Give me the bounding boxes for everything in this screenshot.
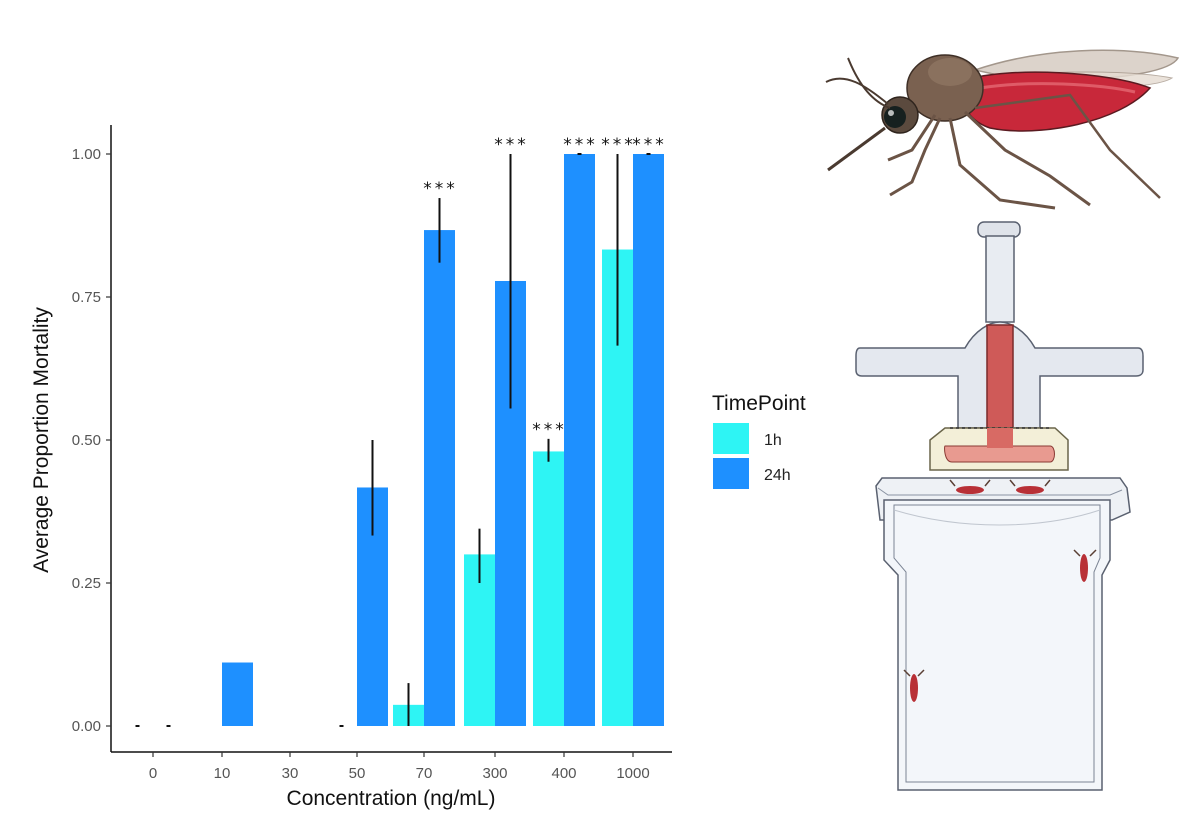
x-tick-label: 400	[551, 765, 576, 782]
y-tick-label: 0.25	[72, 575, 101, 592]
significance-marker: ***	[632, 135, 667, 155]
mosquito-cup-icon	[875, 477, 1131, 791]
bar-24h-70	[424, 230, 455, 727]
x-tick-label: 30	[282, 765, 299, 782]
legend-label-24h: 24h	[764, 467, 791, 484]
x-tick-label: 50	[349, 765, 366, 782]
membrane-feeder-icon	[855, 221, 1144, 471]
legend-swatch-24h	[713, 458, 749, 489]
chart-plot-area: 0.00 0.25 0.50 0.75 1.00 0 10 30 50 70 300 400 1000 *…	[72, 125, 672, 782]
small-mosquito-icon	[903, 479, 1097, 702]
x-tick-label: 300	[482, 765, 507, 782]
significance-marker: ***	[601, 135, 636, 155]
blood-fed-mosquito-icon	[825, 49, 1180, 210]
bar-24h-10	[222, 662, 253, 726]
y-tick-label: 0.00	[72, 718, 101, 735]
y-axis-title: Average Proportion Mortality	[30, 307, 53, 573]
x-tick-label: 70	[416, 765, 433, 782]
x-tick-label: 0	[149, 765, 157, 782]
y-tick-label: 0.75	[72, 289, 101, 306]
legend-label-1h: 1h	[764, 432, 782, 449]
x-axis-title: Concentration (ng/mL)	[287, 787, 496, 810]
bar-24h-1000	[633, 154, 664, 726]
significance-marker: ***	[494, 135, 529, 155]
bar-24h-400	[564, 154, 595, 726]
y-tick-label: 1.00	[72, 146, 101, 163]
y-tick-label: 0.50	[72, 432, 101, 449]
x-tick-label: 10	[214, 765, 231, 782]
significance-marker: ***	[563, 135, 598, 155]
legend-title: TimePoint	[712, 392, 806, 415]
significance-marker: ***	[423, 179, 458, 199]
legend-swatch-1h	[713, 423, 749, 454]
bar-1h-400	[533, 451, 564, 726]
significance-marker: ***	[532, 420, 567, 440]
x-tick-label: 1000	[616, 765, 649, 782]
